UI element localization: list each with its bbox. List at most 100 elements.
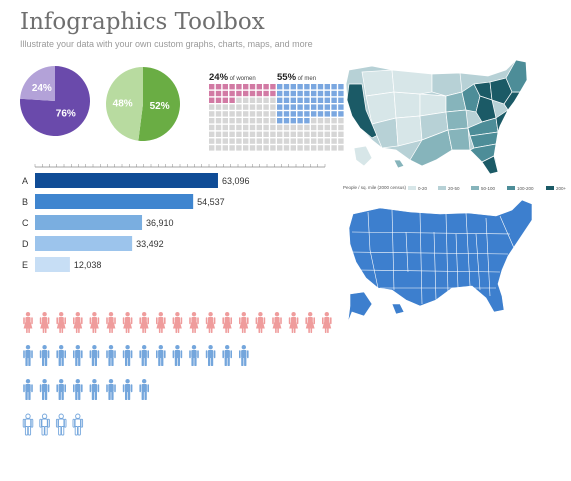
- waffle-cell: [270, 111, 276, 117]
- bar: [35, 173, 218, 188]
- choropleth-regions: [345, 59, 528, 175]
- legend-label: 100-200: [517, 186, 534, 191]
- waffle-cell: [311, 124, 317, 131]
- waffle-cell: [338, 84, 344, 90]
- waffle-cell: [283, 124, 290, 131]
- waffle-cell: [277, 90, 283, 97]
- waffle-cell: [215, 124, 222, 131]
- waffle-cell: [317, 118, 324, 124]
- waffle-cell: [249, 84, 256, 90]
- waffle-cell: [243, 104, 249, 110]
- waffle-cell: [297, 138, 303, 144]
- waffle-cell: [317, 90, 324, 97]
- waffle-cell: [304, 84, 310, 90]
- waffle-cell: [331, 145, 337, 151]
- waffle-cell: [338, 138, 344, 144]
- waffle-cell: [249, 104, 256, 110]
- waffle-cell: [317, 97, 324, 103]
- waffle-cell: [290, 90, 296, 97]
- waffle-cell: [215, 138, 222, 144]
- waffle-cell: [236, 124, 242, 131]
- waffle-cell: [249, 111, 256, 117]
- legend-label: 50-100: [481, 186, 496, 191]
- waffle-cell: [236, 104, 242, 110]
- waffle-cell: [243, 118, 249, 124]
- waffle-cell: [229, 90, 235, 97]
- bar-value-label: 54,537: [197, 197, 225, 207]
- legend-swatch: [546, 186, 554, 190]
- waffle-cell: [243, 124, 249, 131]
- waffle-cell: [331, 118, 337, 124]
- waffle-cell: [304, 90, 310, 97]
- waffle-cell: [297, 145, 303, 151]
- waffle-cell: [209, 118, 215, 124]
- waffle-cell: [290, 97, 296, 103]
- bar-category-label: B: [22, 197, 28, 207]
- waffle-cell: [324, 104, 330, 110]
- waffle-cell: [317, 111, 324, 117]
- pie-label-big: 76%: [56, 108, 76, 119]
- waffle-cell: [249, 97, 256, 103]
- waffle-cell: [256, 138, 262, 144]
- waffle-cell: [256, 84, 262, 90]
- waffle-cell: [215, 90, 222, 97]
- waffle-cell: [290, 131, 296, 137]
- pie-label-small: 48%: [113, 99, 133, 110]
- bar-value-label: 36,910: [146, 218, 174, 228]
- bar-category-label: D: [22, 239, 29, 249]
- waffle-cell: [236, 145, 242, 151]
- waffle-cell: [290, 111, 296, 117]
- waffle-cell: [277, 145, 283, 151]
- waffle-cell: [338, 124, 344, 131]
- waffle-1: [209, 84, 276, 151]
- waffle-cell: [270, 90, 276, 97]
- waffle-cell: [263, 145, 269, 151]
- waffle-cell: [229, 138, 235, 144]
- bar-value-label: 12,038: [74, 260, 102, 270]
- waffle-cell: [277, 104, 283, 110]
- waffle-cell: [263, 118, 269, 124]
- waffle-cell: [331, 111, 337, 117]
- waffle-cell: [338, 131, 344, 137]
- waffle-cell: [229, 145, 235, 151]
- waffle-cell: [236, 90, 242, 97]
- waffle-cell: [283, 84, 290, 90]
- waffle-cell: [304, 111, 310, 117]
- waffle-cell: [290, 138, 296, 144]
- waffle-cell: [215, 104, 222, 110]
- waffle-cell: [290, 124, 296, 131]
- waffle-cell: [324, 97, 330, 103]
- waffle-cell: [283, 90, 290, 97]
- waffle-cell: [229, 124, 235, 131]
- waffle-cell: [256, 145, 262, 151]
- waffle-cell: [256, 90, 262, 97]
- waffle-cell: [236, 131, 242, 137]
- waffle-cell: [222, 138, 228, 144]
- pie-slice-small: [106, 67, 143, 141]
- waffle-cell: [209, 131, 215, 137]
- waffle-cell: [236, 84, 242, 90]
- waffle-cell: [256, 118, 262, 124]
- pie-1: 24% 76%: [19, 66, 91, 137]
- waffle-cell: [222, 84, 228, 90]
- bar-value-label: 33,492: [136, 239, 164, 249]
- bar-category-label: A: [22, 176, 28, 186]
- waffle-cell: [249, 118, 256, 124]
- waffle-cell: [304, 145, 310, 151]
- waffle-cell: [331, 97, 337, 103]
- waffle-cell: [270, 138, 276, 144]
- waffle-cell: [209, 90, 215, 97]
- legend-swatch: [438, 186, 446, 190]
- waffle-cell: [243, 84, 249, 90]
- waffle-cell: [311, 111, 317, 117]
- waffle-cell: [229, 104, 235, 110]
- pie-slice-small: [20, 66, 55, 101]
- waffle-cell: [270, 104, 276, 110]
- legend-label: 0-20: [418, 186, 428, 191]
- legend-swatch: [408, 186, 416, 190]
- waffle-cell: [209, 84, 215, 90]
- waffle-cell: [338, 145, 344, 151]
